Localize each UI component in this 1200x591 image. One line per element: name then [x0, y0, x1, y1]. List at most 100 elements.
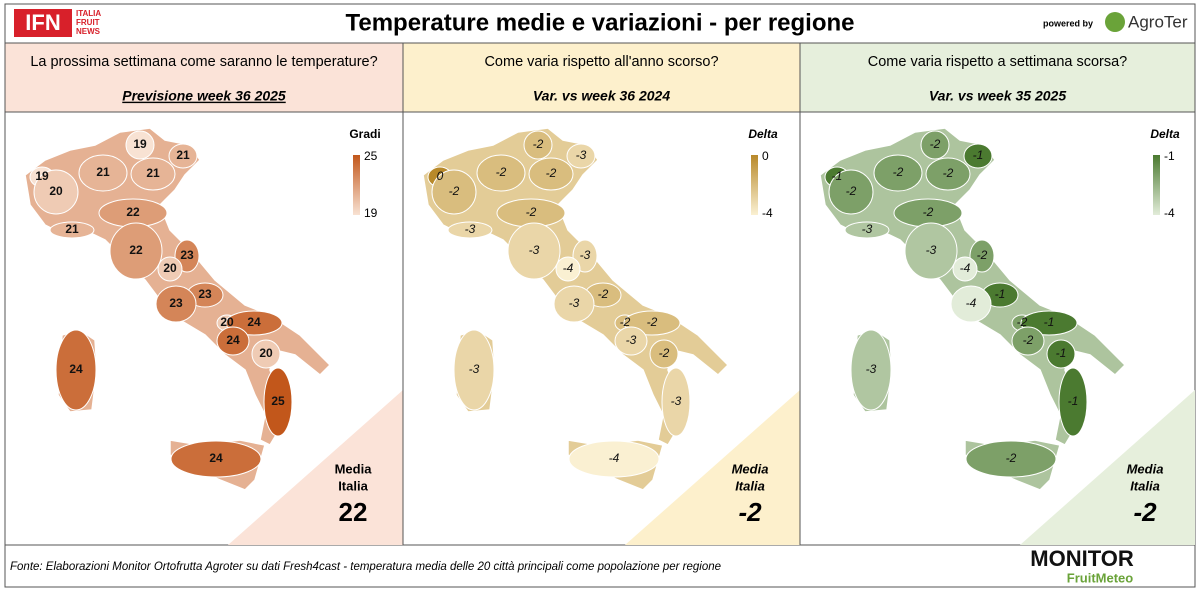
region-value: -2	[659, 346, 670, 360]
region-value: 22	[126, 205, 140, 219]
logo-box	[14, 9, 72, 37]
region	[263, 367, 293, 437]
media-label: Media	[732, 461, 769, 476]
region-value: -3	[926, 243, 937, 257]
region-value: -2	[598, 287, 609, 301]
region	[649, 339, 679, 369]
monitor-logo: MONITOR	[1030, 546, 1134, 571]
panel-header	[402, 42, 801, 113]
region-value: -4	[609, 451, 620, 465]
media-label: Media	[335, 461, 373, 476]
region-value: 21	[146, 166, 160, 180]
region-value: 23	[180, 248, 194, 262]
panel: Come varia rispetto a settimana scorsa? V…	[799, 42, 1196, 546]
powered-by: powered by	[1043, 18, 1093, 28]
region	[904, 222, 958, 280]
logo: IFN	[25, 10, 60, 35]
region-value: -2	[449, 184, 460, 198]
media-value: -2	[738, 497, 762, 527]
region	[555, 256, 581, 282]
region-value: -2	[977, 248, 988, 262]
region-value: -2	[893, 165, 904, 179]
region-value: 19	[133, 137, 147, 151]
legend-min: -4	[762, 206, 773, 220]
legend-bar	[1153, 155, 1160, 215]
region	[170, 440, 262, 478]
region-value: -2	[526, 205, 537, 219]
region-value: -2	[930, 137, 941, 151]
media-value: -2	[1133, 497, 1157, 527]
region	[828, 169, 874, 215]
media-label: Italia	[735, 478, 765, 493]
region	[553, 285, 595, 323]
region	[873, 154, 923, 192]
region	[78, 154, 128, 192]
region-value: -2	[943, 166, 954, 180]
logo-sub: FRUIT	[76, 18, 100, 27]
region	[157, 256, 183, 282]
region	[925, 157, 971, 191]
media-label: Italia	[338, 478, 368, 493]
region	[476, 154, 526, 192]
region-value: 21	[176, 148, 190, 162]
region	[125, 130, 155, 160]
region-value: -3	[576, 148, 587, 162]
region-value: -3	[465, 222, 476, 236]
region-value: -1	[973, 148, 984, 162]
region-value: -3	[529, 243, 540, 257]
region	[431, 169, 477, 215]
region-value: 0	[437, 169, 444, 183]
region-value: 21	[65, 222, 79, 236]
region	[566, 143, 596, 169]
region	[850, 329, 892, 411]
legend-max: 25	[364, 149, 378, 163]
region-value: -3	[469, 362, 480, 376]
region	[568, 440, 660, 478]
panel-header	[799, 42, 1196, 113]
panel: La prossima settimana come saranno le te…	[4, 42, 404, 546]
region-value: -1	[832, 169, 843, 183]
region	[155, 285, 197, 323]
region-value: 21	[96, 165, 110, 179]
region-value: -3	[580, 248, 591, 262]
region-value: 24	[247, 315, 261, 329]
region-value: -1	[1068, 394, 1079, 408]
panel: Come varia rispetto all'anno scorso? Var.…	[402, 42, 801, 546]
region-value: -4	[563, 261, 574, 275]
region	[130, 157, 176, 191]
region	[216, 326, 250, 356]
legend-title: Gradi	[349, 127, 380, 141]
region-value: -2	[647, 315, 658, 329]
brand-icon	[1105, 12, 1125, 32]
subtitle: Var. vs week 36 2024	[533, 88, 670, 104]
media-label: Media	[1127, 461, 1164, 476]
region-value: 24	[226, 333, 240, 347]
region-value: -2	[1017, 315, 1028, 329]
region	[1046, 339, 1076, 369]
brand: AgroTer	[1128, 12, 1188, 31]
region-value: -3	[862, 222, 873, 236]
region-value: 20	[49, 184, 63, 198]
subtitle: Previsione week 36 2025	[122, 88, 286, 104]
legend-min: -4	[1164, 206, 1175, 220]
region-value: -1	[995, 287, 1006, 301]
region-value: -4	[960, 261, 971, 275]
region	[963, 143, 993, 169]
region-value: 20	[163, 261, 177, 275]
region	[1058, 367, 1088, 437]
question: La prossima settimana come saranno le te…	[30, 54, 377, 70]
logo-sub: ITALIA	[76, 9, 101, 18]
fruitmeteo-logo: FruitMeteo	[1067, 570, 1134, 585]
region-value: -1	[1056, 346, 1067, 360]
region-value: 23	[198, 287, 212, 301]
region	[952, 256, 978, 282]
region	[1011, 326, 1045, 356]
region-value: 23	[169, 296, 183, 310]
region-value: -3	[569, 296, 580, 310]
question: Come varia rispetto a settimana scorsa?	[868, 54, 1128, 70]
region	[168, 143, 198, 169]
region-value: 20	[259, 346, 273, 360]
region	[844, 221, 890, 239]
region	[453, 329, 495, 411]
legend-title: Delta	[748, 127, 778, 141]
